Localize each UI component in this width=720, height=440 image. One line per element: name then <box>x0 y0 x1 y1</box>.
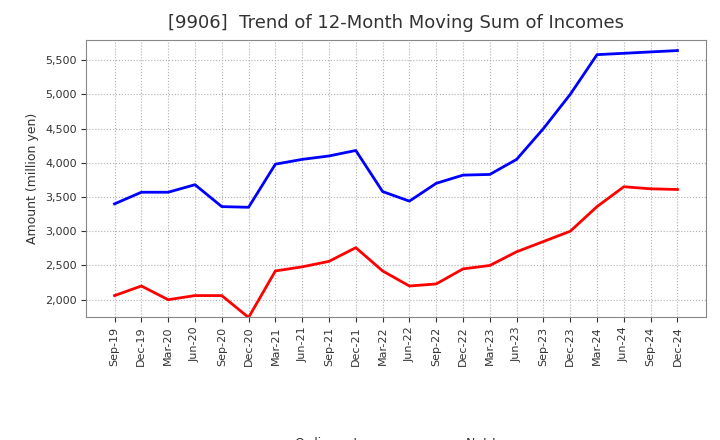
Ordinary Income <box>673 48 682 53</box>
Net Income <box>432 281 441 286</box>
Legend: Ordinary Income, Net Income: Ordinary Income, Net Income <box>249 432 543 440</box>
Ordinary Income <box>405 198 414 204</box>
Ordinary Income <box>485 172 494 177</box>
Net Income <box>110 293 119 298</box>
Ordinary Income <box>298 157 307 162</box>
Ordinary Income <box>351 148 360 153</box>
Net Income <box>325 259 333 264</box>
Net Income <box>137 283 145 289</box>
Net Income <box>298 264 307 269</box>
Ordinary Income <box>271 161 279 167</box>
Ordinary Income <box>513 157 521 162</box>
Ordinary Income <box>325 153 333 158</box>
Net Income <box>513 249 521 254</box>
Net Income <box>673 187 682 192</box>
Ordinary Income <box>244 205 253 210</box>
Line: Ordinary Income: Ordinary Income <box>114 51 678 207</box>
Ordinary Income <box>432 181 441 186</box>
Ordinary Income <box>164 190 173 195</box>
Ordinary Income <box>647 49 655 55</box>
Net Income <box>539 239 548 244</box>
Net Income <box>485 263 494 268</box>
Net Income <box>566 229 575 234</box>
Line: Net Income: Net Income <box>114 187 678 318</box>
Y-axis label: Amount (million yen): Amount (million yen) <box>27 113 40 244</box>
Ordinary Income <box>539 126 548 131</box>
Net Income <box>164 297 173 302</box>
Net Income <box>647 186 655 191</box>
Ordinary Income <box>110 201 119 206</box>
Ordinary Income <box>137 190 145 195</box>
Net Income <box>619 184 628 189</box>
Net Income <box>459 266 467 271</box>
Ordinary Income <box>378 189 387 194</box>
Ordinary Income <box>459 172 467 178</box>
Ordinary Income <box>593 52 601 57</box>
Ordinary Income <box>191 182 199 187</box>
Net Income <box>378 268 387 274</box>
Ordinary Income <box>217 204 226 209</box>
Net Income <box>593 204 601 209</box>
Net Income <box>405 283 414 289</box>
Ordinary Income <box>566 92 575 97</box>
Title: [9906]  Trend of 12-Month Moving Sum of Incomes: [9906] Trend of 12-Month Moving Sum of I… <box>168 15 624 33</box>
Net Income <box>217 293 226 298</box>
Net Income <box>271 268 279 274</box>
Ordinary Income <box>619 51 628 56</box>
Net Income <box>244 315 253 320</box>
Net Income <box>191 293 199 298</box>
Net Income <box>351 245 360 250</box>
